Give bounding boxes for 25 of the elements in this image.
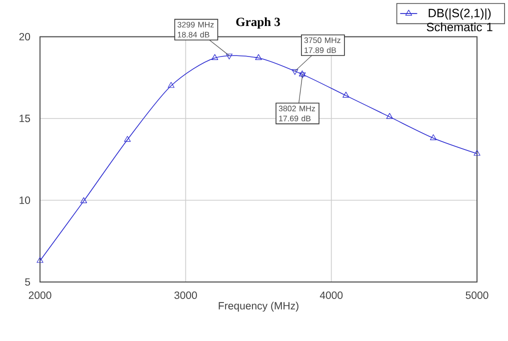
point: [80, 197, 88, 204]
point: [342, 92, 350, 98]
annotation: 3299 MHz 18.84 dB: [178, 22, 214, 38]
y-tick-label: 5: [25, 278, 30, 286]
point: [430, 134, 437, 140]
point: [386, 113, 393, 119]
annotation: 3802 MHz 17.69 dB: [278, 106, 316, 122]
annotation: 3750 MHz 17.89 dB: [304, 37, 340, 54]
point: [36, 256, 44, 263]
x-tick-label: 3000: [174, 292, 197, 299]
point: [255, 54, 262, 60]
x-tick-label: 4000: [320, 292, 343, 299]
y-tick-label: 10: [20, 196, 30, 204]
legend-label: DB(|S(2,1)|) Schematic 1: [426, 8, 492, 32]
x-axis-title: Frequency (MHz): [218, 302, 298, 312]
point: [168, 82, 174, 88]
point: [211, 54, 218, 60]
chart-title: Graph 3: [236, 17, 280, 29]
point: [298, 70, 306, 76]
point: [474, 150, 480, 156]
y-tick-label: 15: [20, 114, 30, 122]
x-tick-label: 5000: [466, 292, 488, 299]
x-tick-label: 2000: [28, 292, 52, 299]
y-tick-label: 20: [19, 32, 30, 40]
point: [124, 136, 131, 142]
